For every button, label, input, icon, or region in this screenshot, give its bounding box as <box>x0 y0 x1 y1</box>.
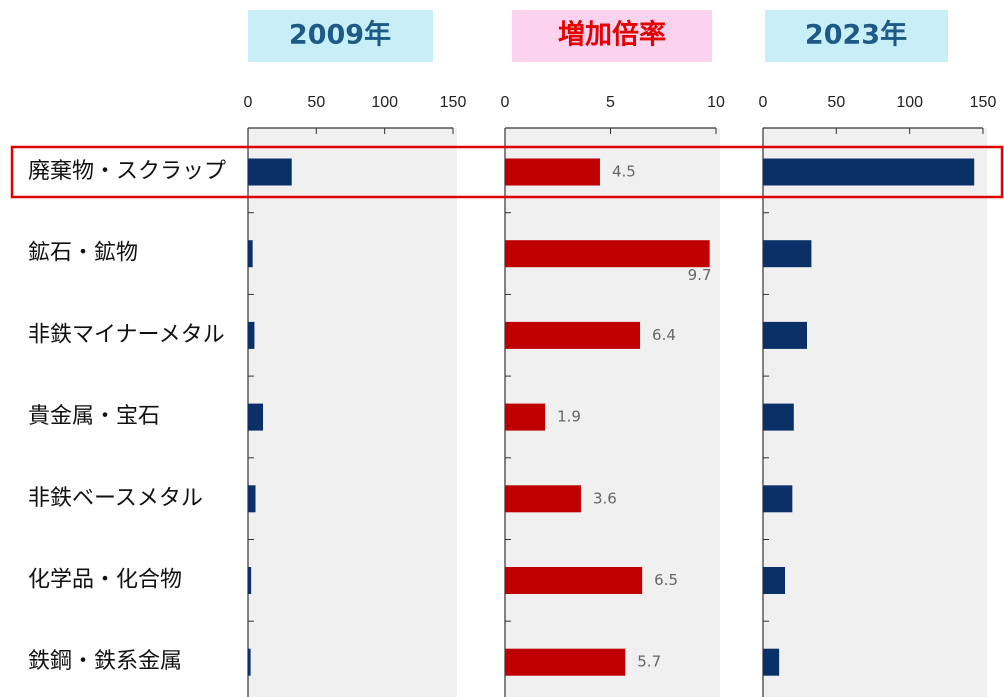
highlight-box <box>10 145 1004 199</box>
bar <box>505 485 581 513</box>
bar <box>505 321 641 349</box>
data-label: 5.7 <box>637 653 661 671</box>
title-box <box>512 10 712 62</box>
x-tick-label: 150 <box>970 94 997 111</box>
data-label: 4.5 <box>612 163 636 181</box>
category-label: 非鉄ベースメタル <box>28 486 203 511</box>
x-tick-label: 100 <box>371 94 398 111</box>
plot-background <box>248 128 457 697</box>
category-label: 鉱石・鉱物 <box>28 241 138 266</box>
category-label: 化学品・化合物 <box>28 568 182 593</box>
bar <box>763 321 807 349</box>
x-tick-label: 10 <box>707 94 725 111</box>
bar <box>763 240 812 268</box>
bar <box>763 567 785 594</box>
category-label: 廃棄物・スクラップ <box>28 159 226 184</box>
bar <box>248 240 253 268</box>
data-label: 9.7 <box>688 266 712 284</box>
bar <box>763 158 975 186</box>
bar <box>763 403 794 431</box>
bar <box>248 485 256 513</box>
x-tick-label: 0 <box>759 94 768 111</box>
bar <box>505 567 643 594</box>
bar <box>248 158 292 186</box>
data-label: 1.9 <box>557 408 581 426</box>
data-label: 6.4 <box>652 326 676 344</box>
x-tick-label: 100 <box>896 94 923 111</box>
bar <box>248 567 252 594</box>
chart-title: 2009年 <box>289 19 391 51</box>
plot-background <box>763 128 987 697</box>
data-label: 6.5 <box>654 571 678 589</box>
bar <box>763 485 793 513</box>
x-tick-label: 150 <box>440 94 467 111</box>
x-tick-label: 50 <box>827 94 845 111</box>
chart-title: 増加倍率 <box>558 19 666 51</box>
x-tick-label: 5 <box>606 94 615 111</box>
bar <box>248 403 264 431</box>
x-tick-label: 50 <box>307 94 325 111</box>
title-box <box>248 10 433 62</box>
category-label: 非鉄マイナーメタル <box>28 322 225 347</box>
title-box <box>765 10 948 62</box>
category-label: 鉄鋼・鉄系金属 <box>28 649 182 674</box>
plots: 廃棄物・スクラップ鉱石・鉱物非鉄マイナーメタル貴金属・宝石非鉄ベースメタル化学品… <box>28 94 996 697</box>
bar <box>505 240 710 268</box>
x-tick-label: 0 <box>501 94 510 111</box>
bar <box>763 648 780 676</box>
x-tick-label: 0 <box>244 94 253 111</box>
bar <box>248 648 251 676</box>
bar <box>505 648 626 676</box>
chart-title: 2023年 <box>805 19 907 51</box>
data-label: 3.6 <box>593 489 617 507</box>
bar <box>248 321 255 349</box>
bar <box>505 403 546 431</box>
bar <box>505 158 600 186</box>
category-label: 貴金属・宝石 <box>28 404 160 429</box>
